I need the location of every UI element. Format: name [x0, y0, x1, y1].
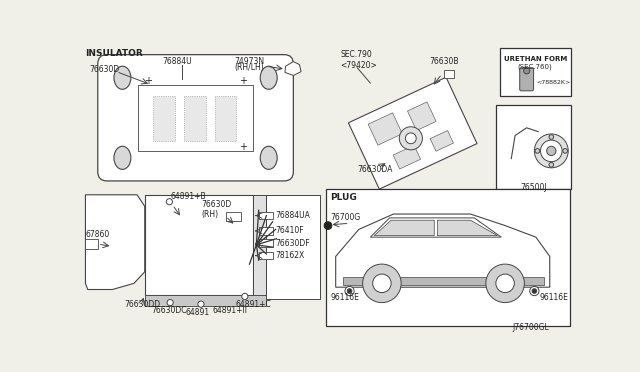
Text: 76630DA: 76630DA	[357, 165, 392, 174]
Circle shape	[486, 264, 524, 302]
Text: 96116E: 96116E	[540, 293, 568, 302]
Circle shape	[348, 289, 352, 294]
Polygon shape	[393, 145, 420, 169]
Bar	[253, 195, 266, 295]
Circle shape	[372, 274, 391, 293]
Text: 64891: 64891	[186, 308, 210, 317]
Bar	[259, 227, 273, 235]
Bar	[86, 240, 98, 249]
Bar	[145, 295, 266, 307]
Text: 76630DD: 76630DD	[124, 301, 160, 310]
Circle shape	[166, 199, 172, 205]
Polygon shape	[368, 113, 403, 145]
Bar	[225, 212, 241, 221]
Text: PLUG: PLUG	[330, 193, 357, 202]
Text: 64891+II: 64891+II	[212, 306, 248, 315]
Bar	[259, 252, 273, 260]
Polygon shape	[266, 195, 320, 299]
Circle shape	[363, 264, 401, 302]
Ellipse shape	[260, 66, 277, 89]
Circle shape	[496, 274, 515, 293]
Circle shape	[345, 286, 354, 296]
Bar	[184, 96, 205, 141]
Bar	[259, 240, 273, 247]
Text: 76884U: 76884U	[163, 57, 192, 66]
Text: (SEC.760): (SEC.760)	[518, 64, 552, 70]
Circle shape	[524, 68, 530, 74]
Circle shape	[198, 301, 204, 307]
Polygon shape	[285, 62, 301, 76]
Text: +: +	[239, 76, 247, 86]
Ellipse shape	[114, 146, 131, 169]
Circle shape	[549, 135, 554, 140]
Circle shape	[547, 146, 556, 155]
Circle shape	[532, 289, 537, 294]
Text: <78882K>: <78882K>	[536, 80, 570, 85]
Text: +: +	[239, 142, 247, 152]
Circle shape	[406, 133, 416, 144]
Text: 74973N: 74973N	[234, 57, 264, 66]
Text: 76500J: 76500J	[520, 183, 547, 192]
FancyBboxPatch shape	[98, 55, 293, 181]
Text: 78162X: 78162X	[276, 251, 305, 260]
Bar	[259, 212, 273, 219]
Text: 76630D: 76630D	[90, 65, 120, 74]
Ellipse shape	[114, 66, 131, 89]
Ellipse shape	[260, 146, 277, 169]
Text: URETHAN FORM: URETHAN FORM	[504, 56, 567, 62]
Polygon shape	[348, 77, 477, 189]
Circle shape	[324, 222, 332, 230]
Text: J76700GL: J76700GL	[513, 324, 550, 333]
Polygon shape	[371, 218, 501, 237]
Polygon shape	[367, 194, 381, 208]
Circle shape	[535, 148, 540, 153]
Text: 76630B: 76630B	[429, 57, 459, 66]
Polygon shape	[86, 195, 145, 289]
Text: 64891+B: 64891+B	[170, 192, 206, 201]
Circle shape	[534, 134, 568, 168]
Text: 76700G: 76700G	[330, 214, 360, 222]
FancyBboxPatch shape	[520, 68, 534, 91]
Text: 76410F: 76410F	[276, 227, 304, 235]
Bar	[145, 195, 253, 295]
Text: 96116E: 96116E	[330, 293, 359, 302]
Bar	[496, 105, 572, 189]
Text: INSULATOR: INSULATOR	[86, 49, 143, 58]
Polygon shape	[430, 131, 453, 151]
Text: (RH/LH): (RH/LH)	[234, 63, 264, 72]
Circle shape	[541, 140, 562, 162]
Circle shape	[242, 294, 248, 299]
Text: 76630D
(RH): 76630D (RH)	[201, 200, 231, 219]
Circle shape	[549, 163, 554, 167]
Text: 64891+C: 64891+C	[236, 301, 271, 310]
Bar	[215, 96, 236, 141]
Bar	[444, 70, 454, 78]
Bar	[153, 96, 175, 141]
Polygon shape	[408, 102, 436, 131]
Polygon shape	[336, 214, 550, 287]
Text: 76630DC: 76630DC	[151, 306, 186, 315]
Text: 76884UA: 76884UA	[276, 211, 310, 220]
Text: 76630DF: 76630DF	[276, 239, 310, 248]
Bar	[500, 48, 570, 96]
Circle shape	[530, 286, 539, 296]
Circle shape	[399, 127, 422, 150]
Bar	[138, 86, 253, 151]
Polygon shape	[437, 220, 497, 235]
Text: 67860: 67860	[86, 230, 109, 239]
Bar	[344, 277, 543, 285]
Polygon shape	[374, 220, 435, 235]
Circle shape	[167, 299, 173, 306]
Bar	[326, 189, 570, 327]
Text: +: +	[144, 76, 152, 86]
Text: SEC.790
<79420>: SEC.790 <79420>	[340, 50, 377, 70]
Circle shape	[563, 148, 568, 153]
